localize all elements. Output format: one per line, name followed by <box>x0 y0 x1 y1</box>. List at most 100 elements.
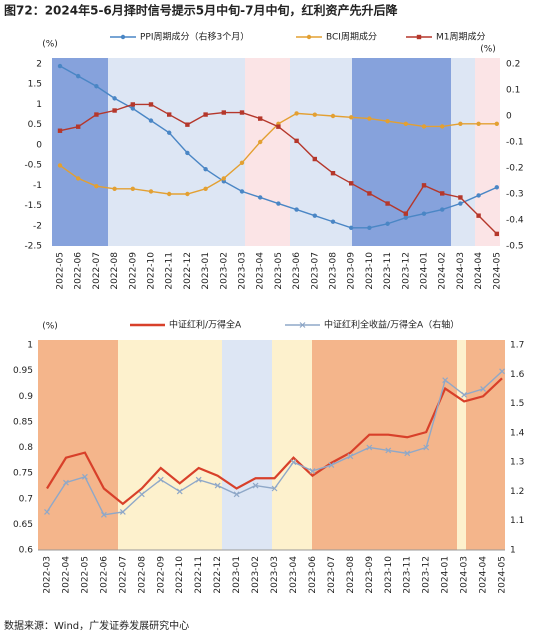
point-marker <box>499 368 505 375</box>
point-marker <box>421 124 427 129</box>
legend-marker <box>416 34 422 40</box>
point-marker <box>148 118 154 123</box>
y-tick-label: 1.5 <box>28 80 42 90</box>
point-marker <box>276 201 281 206</box>
point-marker <box>367 225 372 230</box>
shade-region <box>245 58 290 246</box>
x-tick-label: 2022-07 <box>92 252 102 290</box>
y-tick-label: 1 <box>36 100 42 110</box>
x-tick-label: 2022-06 <box>99 556 109 594</box>
x-tick-label: 2023-10 <box>365 252 375 290</box>
point-marker <box>494 231 499 237</box>
x-tick-label: 2024-04 <box>479 556 489 594</box>
point-marker <box>461 391 468 398</box>
x-tick-label: 2023-02 <box>219 252 229 290</box>
point-marker <box>309 468 316 474</box>
point-marker <box>476 121 481 127</box>
shade-region <box>222 340 272 550</box>
x-tick-label: 2022-06 <box>74 252 84 290</box>
y-tick-label: 0.85 <box>13 417 33 427</box>
point-marker <box>294 138 299 144</box>
x-tick-label: 2022-11 <box>194 556 204 594</box>
shade-region <box>108 58 245 246</box>
point-marker <box>239 189 245 194</box>
point-marker <box>328 462 335 468</box>
point-marker <box>458 195 463 200</box>
point-marker <box>330 113 336 119</box>
x-tick-label: 2024-03 <box>456 252 466 290</box>
point-marker <box>167 112 172 117</box>
y2-tick-label: 1.2 <box>510 487 524 497</box>
shade-region <box>38 340 118 550</box>
point-marker <box>233 491 240 498</box>
x-tick-label: 2023-01 <box>232 556 242 594</box>
point-marker <box>100 511 107 518</box>
y-tick-label: 0.6 <box>19 546 34 556</box>
shade-region <box>290 58 352 246</box>
point-marker <box>290 459 297 466</box>
x-tick-label: 2023-06 <box>308 556 318 594</box>
point-marker <box>423 444 430 451</box>
x-tick-label: 2022-04 <box>61 556 71 594</box>
legend-marker <box>306 34 312 40</box>
point-marker <box>385 447 392 454</box>
x-tick-label: 2023-08 <box>329 252 339 290</box>
y-tick-label: -2.5 <box>24 242 42 252</box>
point-marker <box>221 176 226 181</box>
shade-region <box>272 340 312 550</box>
point-marker <box>294 111 299 116</box>
x-tick-label: 2022-08 <box>110 252 120 290</box>
legend-label: M1周期成分 <box>436 31 486 43</box>
legend-marker <box>299 322 306 328</box>
point-marker <box>494 121 499 127</box>
point-marker <box>112 186 117 191</box>
point-marker <box>442 377 449 384</box>
point-marker <box>76 124 81 129</box>
x-tick-label: 2024-05 <box>498 556 508 594</box>
shade-region <box>312 340 457 550</box>
point-marker <box>480 386 487 392</box>
legend-label: PPI周期成分（右移3个月） <box>140 31 249 43</box>
point-marker <box>195 476 202 483</box>
y-tick-label: 2 <box>36 60 42 70</box>
point-marker <box>130 102 135 107</box>
point-marker <box>57 163 63 168</box>
x-tick-label: 2024-01 <box>441 556 451 594</box>
x-tick-label: 2022-10 <box>147 252 157 290</box>
x-tick-label: 2024-05 <box>492 252 502 290</box>
point-marker <box>421 211 427 216</box>
point-marker <box>476 213 481 218</box>
y-tick-label: 1 <box>27 341 33 351</box>
point-marker <box>112 96 117 101</box>
x-tick-label: 2022-05 <box>80 556 90 594</box>
point-marker <box>294 207 299 212</box>
point-marker <box>330 171 336 176</box>
y2-tick-label: 0 <box>506 112 512 122</box>
x-tick-label: 2022-12 <box>183 252 193 290</box>
y-tick-label: 0.75 <box>13 469 33 479</box>
x-tick-label: 2023-05 <box>274 252 284 290</box>
point-marker <box>203 186 208 191</box>
x-tick-label: 2022-11 <box>165 252 175 290</box>
point-marker <box>312 213 317 218</box>
point-marker <box>57 128 63 133</box>
point-marker <box>203 112 208 117</box>
point-marker <box>330 219 336 224</box>
point-marker <box>76 73 81 79</box>
y2-axis-label: (%) <box>480 45 496 55</box>
signal-shading <box>52 58 500 246</box>
y-tick-label: -0.5 <box>24 161 42 171</box>
y2-tick-label: -0.4 <box>506 216 524 226</box>
point-marker <box>349 115 354 120</box>
point-marker <box>312 112 317 117</box>
x-tick-label: 2023-12 <box>401 252 411 290</box>
y-tick-label: -2 <box>33 221 42 231</box>
x-tick-label: 2024-02 <box>438 252 448 290</box>
point-marker <box>94 112 99 117</box>
y2-tick-label: -0.1 <box>506 138 524 148</box>
point-marker <box>94 184 99 189</box>
point-marker <box>112 108 117 113</box>
x-tick-label: 2023-03 <box>270 556 280 594</box>
point-marker <box>366 444 373 451</box>
point-marker <box>367 116 372 121</box>
